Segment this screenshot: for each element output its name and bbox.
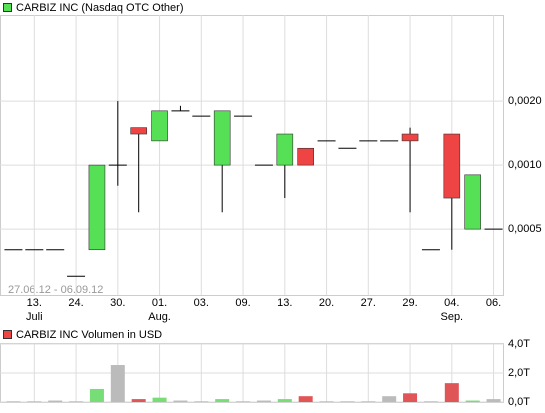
x-tick-label: 13. xyxy=(27,297,42,309)
volume-bar xyxy=(215,399,230,402)
y-tick-label: 4,0T xyxy=(508,338,530,350)
volume-bar xyxy=(236,401,251,402)
candle-body xyxy=(297,147,314,166)
x-tick-label: 13. xyxy=(277,297,292,309)
volume-bar xyxy=(48,400,63,402)
volume-bar xyxy=(486,399,501,402)
date-range: 27.06.12 - 06.09.12 xyxy=(8,284,103,296)
y-tick-label: 0,0010 xyxy=(508,159,542,171)
x-tick-label: 03. xyxy=(194,297,209,309)
x-tick-label: 27. xyxy=(361,297,376,309)
volume-bar xyxy=(27,401,42,402)
legend-label: CARBIZ INC (Nasdaq OTC Other) xyxy=(16,2,183,14)
x-tick-label: 04. xyxy=(444,297,459,309)
volume-bar xyxy=(131,399,146,402)
price-frame xyxy=(0,15,504,296)
candle-body xyxy=(213,110,231,166)
legend-label: CARBIZ INC Volumen in USD xyxy=(16,329,162,341)
x-month-label: Aug. xyxy=(148,311,171,323)
candle-body xyxy=(401,133,419,142)
volume-bar xyxy=(423,401,438,402)
candle-body xyxy=(130,127,147,135)
volume-bar xyxy=(382,396,397,402)
volume-bar xyxy=(361,401,376,402)
candle-body xyxy=(276,133,294,166)
volume-bar xyxy=(340,401,355,402)
volume-bar xyxy=(194,401,209,402)
volume-bar xyxy=(444,383,459,402)
volume-bar xyxy=(6,401,21,402)
volume-bar xyxy=(152,397,167,402)
volume-bar xyxy=(110,365,125,402)
volume-bar xyxy=(298,396,313,402)
volume-bar xyxy=(277,399,292,402)
y-tick-label: 2,0T xyxy=(508,367,530,379)
candle-body xyxy=(443,133,461,199)
x-tick-label: 09. xyxy=(235,297,250,309)
volume-bar xyxy=(256,400,271,402)
volume-bar xyxy=(319,401,334,402)
y-tick-label: 0,0T xyxy=(508,396,530,408)
volume-bar xyxy=(69,401,84,402)
volume-bar xyxy=(403,393,418,402)
x-tick-label: 06. xyxy=(486,297,501,309)
candle-body xyxy=(151,110,168,142)
x-tick-label: 30. xyxy=(110,297,125,309)
x-tick-label: 20. xyxy=(319,297,334,309)
x-tick-label: 29. xyxy=(402,297,417,309)
x-month-label: Juli xyxy=(26,311,43,323)
legend-swatch xyxy=(3,3,12,12)
volume-bar xyxy=(465,400,480,402)
y-tick-label: 0,0005 xyxy=(508,223,542,235)
volume-bar xyxy=(173,400,188,402)
legend-swatch xyxy=(3,330,12,339)
x-month-label: Sep. xyxy=(440,311,463,323)
candle-body xyxy=(88,164,106,251)
y-tick-label: 0,0020 xyxy=(508,95,542,107)
volume-bar xyxy=(89,388,104,402)
candle-body xyxy=(464,174,481,230)
x-tick-label: 24. xyxy=(68,297,83,309)
x-tick-label: 01. xyxy=(152,297,167,309)
